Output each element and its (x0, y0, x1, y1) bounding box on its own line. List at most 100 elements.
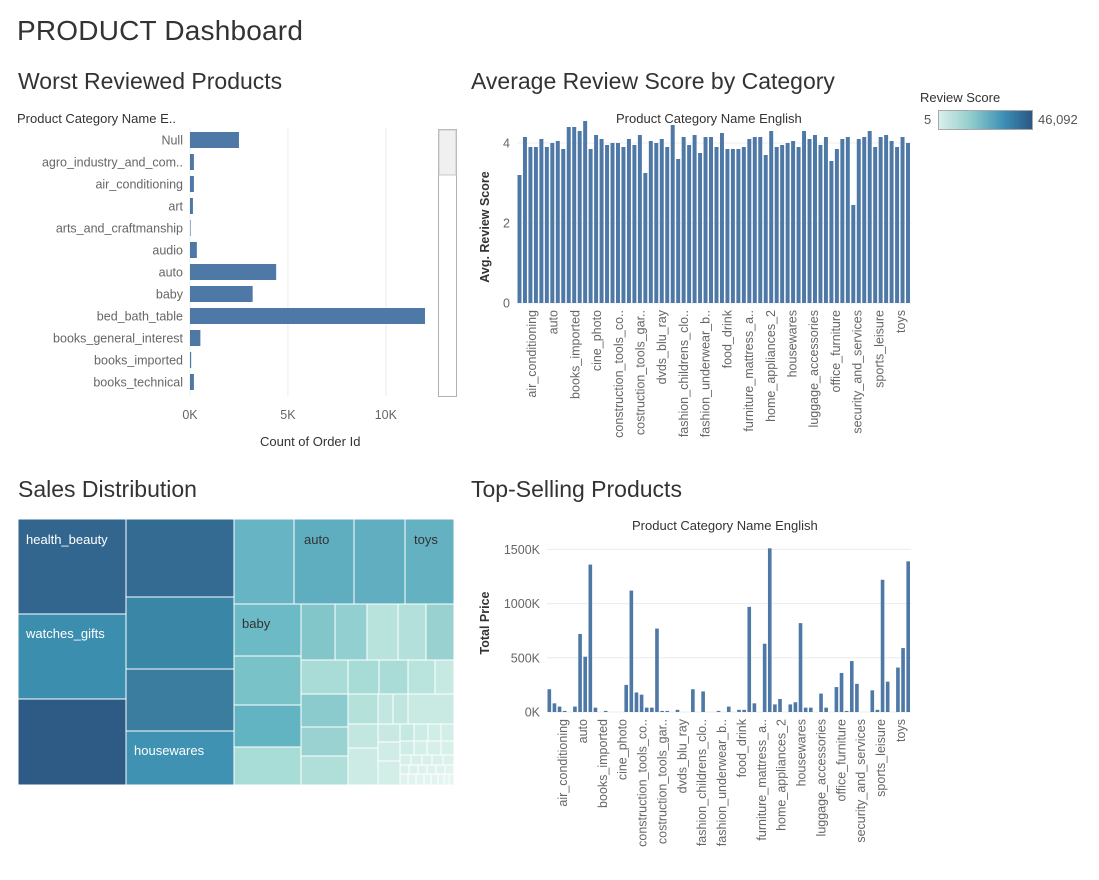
top-bar[interactable] (701, 691, 705, 712)
avg-bar[interactable] (692, 135, 697, 303)
treemap-cell[interactable] (442, 754, 455, 766)
top-bar[interactable] (788, 704, 793, 712)
avg-bar[interactable] (577, 131, 582, 303)
avg-bar[interactable] (906, 143, 910, 303)
treemap-cell[interactable] (407, 659, 436, 695)
avg-bar[interactable] (752, 137, 757, 303)
avg-bar[interactable] (599, 139, 604, 303)
worst-bar[interactable] (190, 132, 239, 148)
avg-bar[interactable] (588, 149, 593, 303)
avg-bar[interactable] (594, 135, 599, 303)
avg-bar[interactable] (900, 137, 905, 303)
avg-bar[interactable] (687, 145, 692, 303)
avg-bar[interactable] (774, 147, 779, 303)
avg-bar[interactable] (572, 127, 577, 303)
avg-bar[interactable] (878, 137, 883, 303)
top-bar[interactable] (896, 667, 900, 712)
top-bar[interactable] (547, 689, 552, 712)
top-bar[interactable] (875, 709, 880, 712)
treemap-cell[interactable] (378, 659, 409, 695)
avg-bar[interactable] (659, 139, 664, 303)
treemap-cell[interactable] (347, 723, 379, 749)
top-bar[interactable] (778, 698, 782, 712)
top-bar[interactable] (747, 606, 752, 712)
avg-bar[interactable] (670, 125, 675, 303)
treemap-cell[interactable] (407, 693, 455, 725)
treemap-cell[interactable] (435, 764, 446, 775)
top-bar[interactable] (573, 706, 577, 712)
treemap-cell[interactable] (437, 773, 445, 786)
avg-bar[interactable] (780, 145, 785, 303)
avg-bar[interactable] (889, 141, 894, 303)
avg-bar[interactable] (823, 137, 828, 303)
treemap-cell[interactable] (415, 773, 425, 786)
top-bar[interactable] (624, 684, 629, 712)
top-bar[interactable] (824, 707, 828, 712)
treemap-cell[interactable] (427, 723, 442, 742)
treemap-cell[interactable] (399, 773, 409, 786)
treemap-cell[interactable] (392, 693, 409, 725)
treemap-cell[interactable] (444, 764, 455, 775)
treemap-cell[interactable] (125, 668, 235, 732)
treemap-cell[interactable] (347, 747, 379, 786)
top-bar[interactable] (665, 710, 670, 712)
treemap-cell[interactable] (440, 723, 455, 742)
top-bar[interactable] (655, 628, 659, 712)
avg-bar[interactable] (709, 137, 713, 303)
avg-bar[interactable] (555, 141, 560, 303)
avg-bar[interactable] (834, 149, 839, 303)
top-bar[interactable] (593, 707, 598, 712)
avg-bar[interactable] (741, 147, 746, 303)
avg-bar[interactable] (637, 135, 642, 303)
worst-bar[interactable] (190, 352, 192, 368)
top-bar[interactable] (644, 707, 649, 712)
avg-bar[interactable] (539, 139, 544, 303)
top-bar[interactable] (798, 623, 803, 712)
treemap-cell[interactable] (377, 741, 401, 762)
treemap-cell[interactable] (426, 740, 442, 756)
top-bar[interactable] (578, 633, 582, 712)
top-bar[interactable] (839, 672, 844, 712)
avg-bar[interactable] (884, 135, 889, 303)
treemap-cell[interactable] (300, 755, 349, 786)
top-bar[interactable] (793, 702, 798, 712)
avg-bar[interactable] (719, 133, 724, 303)
treemap-cell[interactable] (300, 726, 349, 757)
avg-bar[interactable] (643, 173, 648, 303)
worst-scrollbar[interactable] (438, 129, 457, 397)
avg-bar[interactable] (736, 149, 741, 303)
avg-bar[interactable] (714, 147, 719, 303)
avg-bar[interactable] (544, 147, 549, 303)
avg-bar[interactable] (802, 131, 807, 303)
worst-bar[interactable] (190, 242, 197, 258)
treemap-cell[interactable] (377, 693, 394, 725)
treemap-cell[interactable] (233, 746, 302, 786)
treemap-cell[interactable] (233, 704, 302, 748)
worst-bar[interactable] (190, 264, 277, 280)
top-bar[interactable] (855, 683, 859, 712)
top-bar[interactable] (901, 648, 905, 712)
top-bar[interactable] (906, 561, 910, 712)
top-bar[interactable] (629, 590, 634, 712)
avg-bar[interactable] (550, 143, 555, 303)
worst-bar[interactable] (190, 176, 194, 192)
worst-bar[interactable] (190, 308, 425, 324)
worst-reviewed-chart[interactable]: Null agro_industry_and_com.. air_condition… (0, 120, 460, 460)
worst-bar[interactable] (190, 330, 201, 346)
treemap-cell[interactable] (417, 764, 428, 775)
worst-bar[interactable] (190, 220, 191, 236)
treemap-cell[interactable] (408, 764, 419, 775)
top-bar[interactable] (675, 709, 680, 712)
treemap-cell[interactable] (399, 754, 412, 766)
top-bar[interactable] (742, 709, 746, 712)
treemap-cell[interactable] (377, 760, 401, 786)
avg-bar[interactable] (681, 137, 686, 303)
review-score-legend[interactable]: 5 46,092 (920, 104, 1090, 136)
treemap-cell[interactable] (347, 693, 379, 725)
avg-bar[interactable] (867, 131, 872, 303)
treemap-cell[interactable] (300, 693, 349, 728)
avg-bar[interactable] (747, 139, 752, 303)
avg-bar[interactable] (626, 139, 631, 303)
avg-bar[interactable] (605, 145, 610, 303)
avg-bar[interactable] (845, 137, 850, 303)
